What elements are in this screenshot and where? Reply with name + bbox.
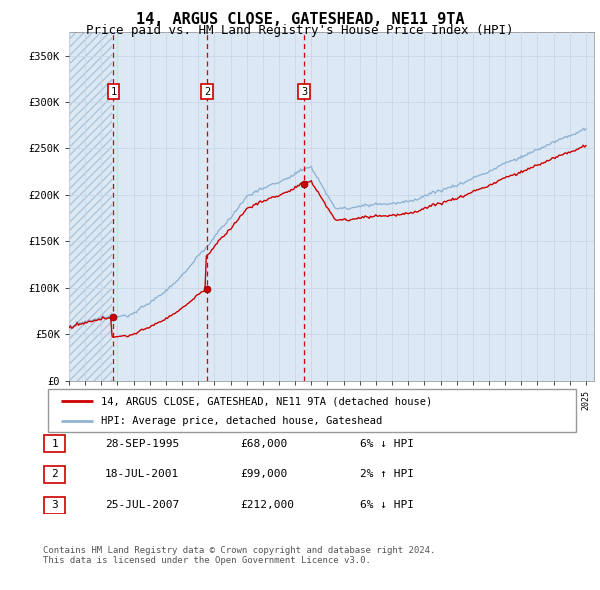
Text: £68,000: £68,000	[240, 439, 287, 448]
FancyBboxPatch shape	[48, 389, 576, 432]
Text: 1: 1	[110, 87, 116, 97]
Text: 6% ↓ HPI: 6% ↓ HPI	[360, 439, 414, 448]
Text: HPI: Average price, detached house, Gateshead: HPI: Average price, detached house, Gate…	[101, 417, 382, 426]
Text: 28-SEP-1995: 28-SEP-1995	[105, 439, 179, 448]
FancyBboxPatch shape	[44, 497, 65, 513]
Text: 14, ARGUS CLOSE, GATESHEAD, NE11 9TA: 14, ARGUS CLOSE, GATESHEAD, NE11 9TA	[136, 12, 464, 27]
Text: 14, ARGUS CLOSE, GATESHEAD, NE11 9TA (detached house): 14, ARGUS CLOSE, GATESHEAD, NE11 9TA (de…	[101, 396, 432, 407]
Text: 2% ↑ HPI: 2% ↑ HPI	[360, 470, 414, 479]
Text: 3: 3	[51, 500, 58, 510]
Text: 2: 2	[204, 87, 210, 97]
FancyBboxPatch shape	[44, 466, 65, 483]
Bar	[69, 32, 112, 381]
Text: Price paid vs. HM Land Registry's House Price Index (HPI): Price paid vs. HM Land Registry's House …	[86, 24, 514, 37]
Text: 3: 3	[301, 87, 307, 97]
Text: Contains HM Land Registry data © Crown copyright and database right 2024.: Contains HM Land Registry data © Crown c…	[43, 546, 436, 555]
Text: £99,000: £99,000	[240, 470, 287, 479]
Text: This data is licensed under the Open Government Licence v3.0.: This data is licensed under the Open Gov…	[43, 556, 371, 565]
Text: 18-JUL-2001: 18-JUL-2001	[105, 470, 179, 479]
Text: 25-JUL-2007: 25-JUL-2007	[105, 500, 179, 510]
Text: 1: 1	[51, 439, 58, 448]
FancyBboxPatch shape	[44, 435, 65, 452]
Text: 2: 2	[51, 470, 58, 479]
Text: 6% ↓ HPI: 6% ↓ HPI	[360, 500, 414, 510]
Text: £212,000: £212,000	[240, 500, 294, 510]
